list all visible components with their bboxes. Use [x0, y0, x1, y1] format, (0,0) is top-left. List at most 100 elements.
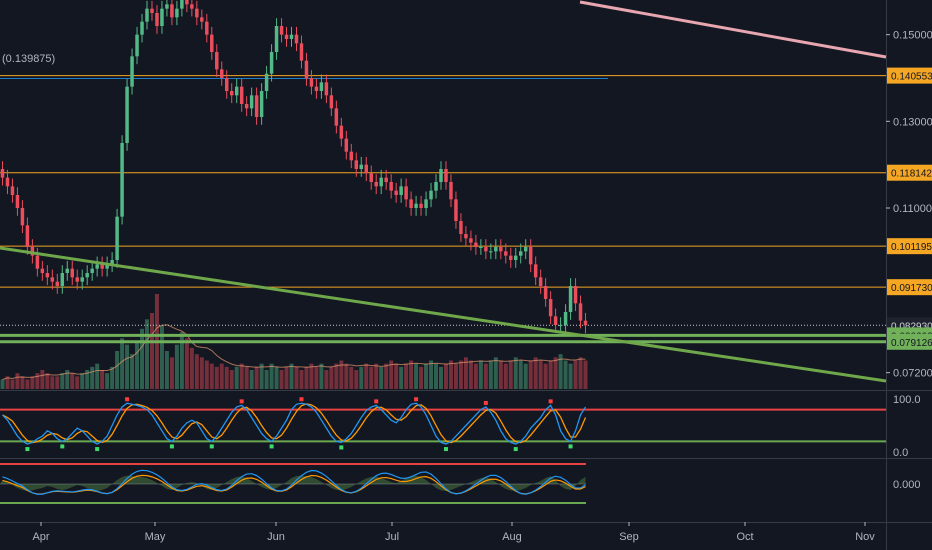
candle-body [5, 177, 10, 187]
volume-bar [214, 366, 219, 389]
stoch-trough-marker [95, 447, 100, 452]
volume-bar [344, 363, 349, 389]
candle-body [548, 299, 553, 317]
volume-bar [359, 366, 364, 389]
volume-bar [414, 363, 419, 389]
volume-bar [20, 376, 25, 389]
volume-bar [498, 360, 503, 389]
candle-body [324, 82, 329, 96]
volume-bar [314, 366, 319, 389]
candle-body [523, 247, 528, 252]
candle-body [165, 4, 169, 9]
volume-bar [174, 344, 179, 389]
volume-bar [503, 363, 508, 389]
volume-bar [409, 360, 414, 389]
candle-body [10, 186, 15, 195]
volume-bar [483, 363, 488, 389]
candle-body [274, 26, 279, 52]
candle-body [329, 95, 334, 109]
candle-body [284, 34, 289, 39]
price-tag-label: 0.140553 [891, 72, 932, 83]
candle-body [429, 190, 433, 200]
stoch-peak-marker [374, 399, 379, 404]
volume-bar [100, 370, 105, 389]
volume-bar [264, 370, 269, 389]
stoch-peak-marker [125, 397, 130, 402]
horizontal-levels [0, 75, 886, 344]
volume-bar [434, 363, 439, 389]
volume-bar [294, 366, 299, 389]
price-tag [887, 67, 932, 84]
candle-body [155, 13, 159, 26]
candle-body [20, 208, 25, 226]
volume-bar [10, 379, 15, 389]
candle-body [150, 8, 154, 13]
volume-bar [0, 379, 5, 389]
volume-bar [369, 366, 374, 389]
volume-bar [488, 360, 493, 389]
volume-bar [299, 370, 304, 389]
osc-main-line [2, 469, 586, 495]
volume-bar [578, 357, 583, 389]
candle-body [499, 247, 503, 252]
volume-bar [538, 360, 543, 389]
volume-bar [553, 357, 558, 389]
candle-body [40, 268, 45, 273]
volume-bar [394, 363, 399, 389]
volume-bar [404, 363, 409, 389]
volume-bar [399, 366, 404, 389]
volume-bar [229, 370, 234, 389]
candle-body [15, 195, 20, 208]
volume-bar [518, 360, 523, 389]
time-tick-label: Jul [385, 531, 399, 543]
price-tag-label: 0.082930 [891, 321, 932, 332]
candle-body [439, 169, 443, 182]
stoch-trough-marker [25, 447, 30, 452]
volume-bar [199, 357, 204, 389]
candle-body [484, 247, 488, 252]
candle-body [449, 182, 453, 200]
candle-body [50, 277, 55, 282]
candle-body [389, 182, 393, 191]
volume-bar [508, 360, 513, 389]
volume-bar [35, 373, 40, 389]
stoch-trough-marker [513, 447, 518, 452]
candle-body [474, 242, 478, 247]
volume-bar [70, 373, 75, 389]
candle-body [563, 312, 568, 325]
candle-body [558, 325, 563, 326]
volume-bar [179, 332, 184, 389]
stoch-trough-marker [568, 444, 573, 449]
candle-body [244, 104, 249, 109]
candle-body [145, 8, 149, 22]
volume-bar [164, 351, 169, 389]
volume-bar [95, 363, 100, 389]
candle-body [234, 86, 239, 96]
volume-bar [140, 328, 145, 389]
volume-bar [149, 313, 154, 389]
volume-bar [125, 344, 130, 389]
oscillator-pane [0, 463, 586, 504]
time-tick-label: Jun [267, 531, 285, 543]
volume-bar [443, 363, 448, 389]
volume-bar [339, 360, 344, 389]
stoch-trough-marker [209, 444, 214, 449]
time-axis: Apr May Jun Jul Aug Sep Oct Nov [32, 522, 875, 543]
volume-bar [259, 363, 264, 389]
candle-body [369, 173, 373, 182]
volume-bar [55, 376, 60, 389]
candle-body [224, 78, 229, 91]
candle-body [314, 86, 319, 91]
candle-body [289, 34, 294, 39]
volume-bar [40, 370, 45, 389]
volume-bar [523, 363, 528, 389]
volume-bar [60, 373, 65, 389]
candle-body [414, 203, 418, 208]
candle-body [205, 21, 209, 35]
stoch-trough-marker [269, 444, 274, 449]
volume-bar [184, 338, 189, 389]
